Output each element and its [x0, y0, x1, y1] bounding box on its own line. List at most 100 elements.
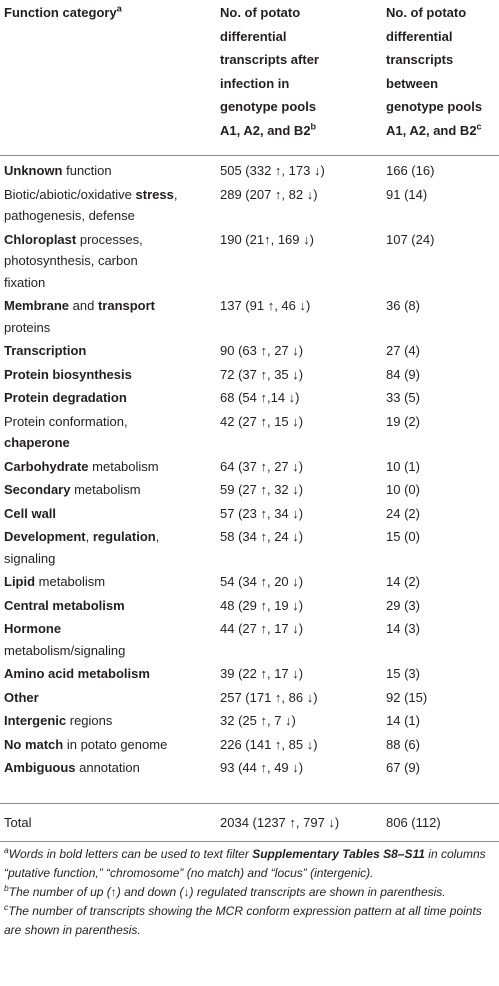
table-cell: No match in potato genome — [0, 733, 216, 757]
text-run: genotype pools — [220, 99, 317, 114]
text-run: transcripts after — [220, 52, 319, 67]
cell-line: photosynthesis, carbon — [4, 250, 212, 272]
footnote: cThe number of transcripts showing the M… — [4, 902, 495, 940]
cell-text: 14 (1) — [386, 713, 420, 728]
text-run: transport — [97, 298, 156, 313]
cell-line: Unknown function — [4, 160, 212, 182]
cell-text: 68 (54 ↑,14 ↓) — [220, 390, 300, 405]
cell-line: Biotic/abiotic/oxidative stress, — [4, 184, 212, 206]
cell-text: 226 (141 ↑, 85 ↓) — [220, 736, 318, 752]
table-cell: 67 (9) — [382, 756, 499, 803]
table-row: Carbohydrate metabolism 64 (37 ↑, 27 ↓) 10… — [0, 455, 499, 479]
table-cell: 107 (24) — [382, 228, 499, 295]
table-cell: 68 (54 ↑,14 ↓) — [216, 386, 382, 410]
text-run: in columns “putative function,” “chromos… — [4, 847, 486, 880]
table-cell: Protein degradation — [0, 386, 216, 410]
table-cell: 15 (3) — [382, 662, 499, 686]
table-cell: 64 (37 ↑, 27 ↓) — [216, 455, 382, 479]
cell-text: 36 (8) — [386, 298, 420, 313]
text-run: differential — [220, 28, 287, 44]
table-row: Protein biosynthesis 72 (37 ↑, 35 ↓) 84 (9… — [0, 363, 499, 387]
cell-text: 44 (27 ↑, 17 ↓) — [220, 621, 304, 636]
cell-line: Total — [4, 812, 212, 834]
text-run: differential — [386, 28, 453, 44]
cell-line: differential — [386, 25, 495, 49]
table-cell: Central metabolism — [0, 594, 216, 618]
table-row: Other 257 (171 ↑, 86 ↓) 92 (15) — [0, 686, 499, 710]
cell-line: Protein conformation, — [4, 411, 212, 433]
footnote-mark: c — [4, 902, 9, 912]
cell-line: Development, regulation, — [4, 526, 212, 548]
table-cell: 90 (63 ↑, 27 ↓) — [216, 339, 382, 363]
cell-line: differential — [220, 25, 378, 49]
text-run: Ambiguous — [4, 760, 76, 775]
table-cell: Total — [0, 802, 216, 842]
table-row: No match in potato genome 226 (141 ↑, 85 … — [0, 733, 499, 757]
text-run: Protein biosynthesis — [4, 366, 132, 382]
text-run: Central metabolism — [4, 597, 125, 613]
cell-line: Transcription — [4, 340, 212, 362]
cell-text: 42 (27 ↑, 15 ↓) — [220, 413, 304, 429]
table-row: Development, regulation, signaling 58 (34 … — [0, 525, 499, 570]
table-cell: Protein biosynthesis — [0, 363, 216, 387]
text-run: , — [85, 529, 93, 544]
table-cell: 2034 (1237 ↑, 797 ↓) — [216, 802, 382, 842]
cell-line: pathogenesis, defense — [4, 205, 212, 227]
text-run: signaling — [4, 550, 56, 566]
cell-text: 14 (2) — [386, 574, 420, 589]
table-cell: Membrane and transport proteins — [0, 294, 216, 339]
cell-text: 88 (6) — [386, 736, 420, 752]
table-cell: Chloroplast processes, photosynthesis, ca… — [0, 228, 216, 295]
table-cell: 36 (8) — [382, 294, 499, 339]
text-run: Development — [4, 529, 86, 544]
cell-text: 166 (16) — [386, 163, 435, 178]
table-cell: 88 (6) — [382, 733, 499, 757]
table-cell: Protein conformation, chaperone — [0, 410, 216, 455]
text-run: processes, — [76, 231, 143, 247]
cell-text: 93 (44 ↑, 49 ↓) — [220, 760, 304, 775]
cell-text: 48 (29 ↑, 19 ↓) — [220, 597, 304, 613]
text-run: regions — [66, 713, 113, 728]
table-row: Lipid metabolism 54 (34 ↑, 20 ↓) 14 (2) — [0, 570, 499, 594]
text-run: A1, A2, and B2 — [220, 122, 311, 138]
cell-text: 64 (37 ↑, 27 ↓) — [220, 458, 304, 474]
table-cell: 14 (3) — [382, 617, 499, 662]
table-cell: Secondary metabolism — [0, 478, 216, 502]
table-cell: 59 (27 ↑, 32 ↓) — [216, 478, 382, 502]
total-row: Total 2034 (1237 ↑, 797 ↓) 806 (112) — [0, 802, 499, 842]
cell-line: A1, A2, and B2c — [386, 119, 495, 143]
text-run: Cell wall — [4, 505, 57, 521]
table-row: Central metabolism 48 (29 ↑, 19 ↓) 29 (3) — [0, 594, 499, 618]
table-cell: Unknown function — [0, 156, 216, 183]
text-run: proteins — [4, 319, 51, 335]
text-run: Total — [4, 814, 32, 830]
table-cell: No. of potato differential transcripts aft… — [216, 0, 382, 156]
cell-text: 72 (37 ↑, 35 ↓) — [220, 366, 304, 382]
text-run: Words in bold letters can be used to tex… — [8, 847, 253, 861]
cell-line: fixation — [4, 272, 212, 294]
text-run: transcripts — [386, 52, 454, 67]
cell-line: Intergenic regions — [4, 710, 212, 732]
text-run: photosynthesis, carbon — [4, 253, 138, 268]
text-run: Secondary — [4, 482, 71, 497]
table-cell: 166 (16) — [382, 156, 499, 183]
table-cell: 57 (23 ↑, 34 ↓) — [216, 502, 382, 526]
text-run: metabolism — [35, 574, 106, 589]
cell-text: 19 (2) — [386, 413, 420, 429]
table-row: Membrane and transport proteins 137 (91 ↑,… — [0, 294, 499, 339]
cell-text: 39 (22 ↑, 17 ↓) — [220, 666, 304, 681]
data-table: Function categorya No. of potato different… — [0, 0, 499, 842]
cell-line: No. of potato — [386, 1, 495, 25]
cell-text: 58 (34 ↑, 24 ↓) — [220, 529, 304, 544]
text-run: Chloroplast — [4, 231, 77, 247]
text-run: annotation — [75, 760, 140, 775]
table-cell: Function categorya — [0, 0, 216, 156]
cell-text: 190 (21↑, 169 ↓) — [220, 231, 314, 247]
cell-line: Central metabolism — [4, 595, 212, 617]
footnote: bThe number of up (↑) and down (↓) regul… — [4, 883, 495, 902]
table-cell: 806 (112) — [382, 802, 499, 842]
cell-text: 15 (3) — [386, 666, 420, 681]
table-cell: 39 (22 ↑, 17 ↓) — [216, 662, 382, 686]
table-cell: 190 (21↑, 169 ↓) — [216, 228, 382, 295]
cell-line: genotype pools — [386, 95, 495, 119]
